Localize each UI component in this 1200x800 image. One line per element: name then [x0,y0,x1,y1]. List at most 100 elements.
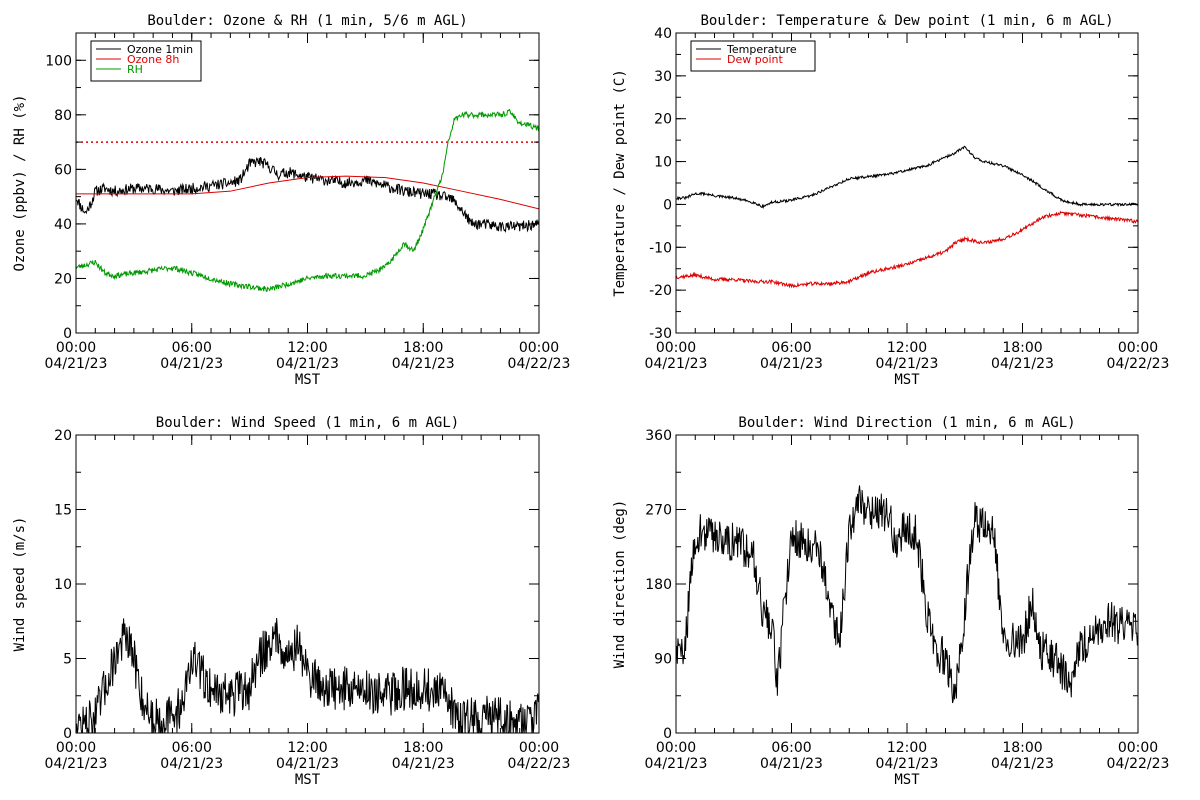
y-tick-label: 90 [654,652,672,668]
x-tick-date: 04/22/23 [508,756,571,772]
x-tick-time: 06:00 [771,740,811,756]
x-tick-date: 04/21/23 [645,356,708,372]
x-axis-label: MST [295,772,321,788]
temperature-dewpoint-panel: Boulder: Temperature & Dew point (1 min,… [612,13,1169,388]
x-tick-time: 00:00 [519,740,559,756]
y-tick-label: 0 [63,726,72,742]
y-tick-label: 20 [654,112,672,128]
x-tick-time: 12:00 [287,340,327,356]
x-tick-date: 04/21/23 [760,356,823,372]
x-tick-date: 04/21/23 [392,356,455,372]
y-tick-label: 20 [54,271,72,287]
y-tick-label: 10 [54,577,72,593]
y-tick-label: -30 [649,326,672,342]
y-tick-label: 15 [54,503,72,519]
y-axis-label: Ozone (ppbv) / RH (%) [12,94,28,271]
y-tick-label: 5 [63,652,72,668]
x-tick-time: 00:00 [1118,340,1158,356]
y-tick-label: 20 [54,428,72,444]
legend-label: Temperature [726,43,797,56]
x-tick-time: 06:00 [172,340,212,356]
x-tick-date: 04/21/23 [876,356,939,372]
chart-title: Boulder: Ozone & RH (1 min, 5/6 m AGL) [147,13,467,29]
temperature-series-line [676,145,1138,209]
x-tick-date: 04/21/23 [45,356,108,372]
y-tick-label: 360 [645,428,672,444]
x-tick-time: 00:00 [56,740,96,756]
y-tick-label: 0 [663,197,672,213]
x-tick-time: 00:00 [1118,740,1158,756]
chart-title: Boulder: Temperature & Dew point (1 min,… [700,13,1113,29]
x-tick-time: 06:00 [771,340,811,356]
y-axis-label: Temperature / Dew point (C) [612,69,628,297]
chart-title: Boulder: Wind Speed (1 min, 6 m AGL) [156,415,459,431]
x-tick-time: 00:00 [519,340,559,356]
y-tick-label: 30 [654,69,672,85]
x-tick-time: 00:00 [656,740,696,756]
plot-frame [75,434,540,734]
chart-title: Boulder: Wind Direction (1 min, 6 m AGL) [738,415,1075,431]
y-tick-label: 60 [54,162,72,178]
wind-dir-series-line [676,485,1138,704]
y-tick-label: 180 [645,577,672,593]
y-tick-label: 270 [645,503,672,519]
y-tick-label: -20 [649,283,672,299]
x-tick-date: 04/21/23 [45,756,108,772]
y-tick-label: 10 [654,155,672,171]
y-tick-label: 0 [63,326,72,342]
x-tick-time: 18:00 [403,740,443,756]
y-tick-label: -10 [649,240,672,256]
y-axis-label: Wind speed (m/s) [12,517,28,652]
wind-direction-panel: Boulder: Wind Direction (1 min, 6 m AGL)… [612,415,1169,788]
x-tick-date: 04/21/23 [645,756,708,772]
x-tick-time: 06:00 [172,740,212,756]
legend-label: RH [127,63,143,76]
y-tick-label: 100 [45,53,72,69]
x-tick-date: 04/21/23 [160,756,223,772]
y-tick-label: 40 [54,217,72,233]
plot-frame [675,32,1139,334]
x-axis-label: MST [894,772,920,788]
dew-point-series-line [676,210,1138,289]
x-tick-date: 04/21/23 [991,756,1054,772]
ozone-1min-series-line [76,157,539,234]
x-tick-date: 04/21/23 [276,356,339,372]
x-tick-date: 04/21/23 [760,756,823,772]
ozone-rh-panel: Boulder: Ozone & RH (1 min, 5/6 m AGL) 0 2… [12,13,570,388]
ozone-8h-series-line [76,175,539,210]
legend-label: Ozone 1min [127,43,193,56]
wind-speed-panel: Boulder: Wind Speed (1 min, 6 m AGL) 0 5 10… [12,415,570,788]
x-tick-time: 00:00 [656,340,696,356]
x-tick-time: 12:00 [887,340,927,356]
y-axis-label: Wind direction (deg) [612,500,628,669]
y-tick-label: 0 [663,726,672,742]
rh-series-line [76,108,539,292]
y-tick-label: 40 [654,26,672,42]
x-tick-time: 12:00 [887,740,927,756]
x-tick-time: 18:00 [1002,740,1042,756]
y-tick-label: 80 [54,108,72,124]
wind-speed-series-line [76,617,539,733]
legend-box [90,40,202,82]
plot-frame [675,434,1139,734]
x-tick-date: 04/21/23 [876,756,939,772]
x-tick-date: 04/21/23 [160,356,223,372]
x-tick-date: 04/22/23 [1107,756,1170,772]
x-tick-date: 04/21/23 [276,756,339,772]
x-tick-time: 00:00 [56,340,96,356]
x-tick-time: 18:00 [403,340,443,356]
legend-label: Dew point [727,53,783,66]
x-tick-date: 04/21/23 [392,756,455,772]
x-axis-label: MST [295,372,321,388]
x-tick-time: 18:00 [1002,340,1042,356]
x-tick-time: 12:00 [287,740,327,756]
x-tick-date: 04/22/23 [1107,356,1170,372]
legend-label: Ozone 8h [127,53,179,66]
legend-box [690,40,816,72]
x-tick-date: 04/21/23 [991,356,1054,372]
x-tick-date: 04/22/23 [508,356,571,372]
x-axis-label: MST [894,372,920,388]
